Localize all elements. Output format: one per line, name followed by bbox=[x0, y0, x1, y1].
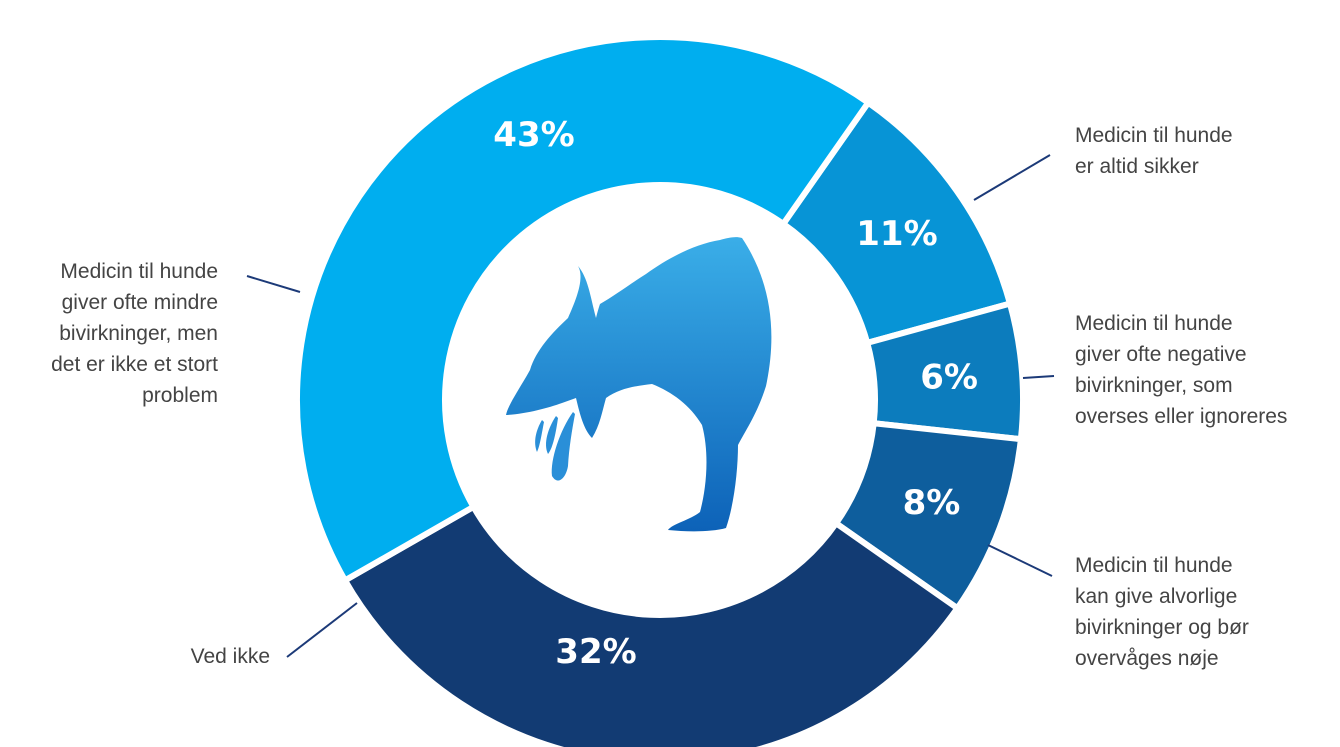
category-label-line: kan give alvorlige bbox=[1075, 585, 1237, 608]
category-label-line: det er ikke et stort bbox=[51, 353, 218, 376]
leader-line-4 bbox=[286, 602, 358, 658]
category-label-line: Medicin til hunde bbox=[60, 260, 218, 283]
category-label-line: problem bbox=[142, 384, 218, 407]
category-label-4: Ved ikke bbox=[191, 645, 270, 668]
category-label-line: bivirkninger, men bbox=[59, 322, 218, 345]
leader-line-2 bbox=[1022, 375, 1055, 379]
slice-value-label-1: 11% bbox=[856, 214, 937, 254]
category-label-line: bivirkninger, som bbox=[1075, 374, 1233, 397]
donut-slice-0 bbox=[294, 34, 873, 585]
category-label-line: giver ofte mindre bbox=[62, 291, 218, 314]
vomiting-dog-icon bbox=[506, 237, 772, 532]
leader-line-1 bbox=[973, 154, 1051, 201]
category-label-line: overvåges nøje bbox=[1075, 647, 1219, 670]
category-label-line: Ved ikke bbox=[191, 645, 270, 668]
category-label-line: giver ofte negative bbox=[1075, 343, 1247, 366]
donut-slice-4 bbox=[340, 502, 962, 747]
category-label-line: er altid sikker bbox=[1075, 155, 1199, 178]
slice-value-label-4: 32% bbox=[555, 632, 636, 672]
category-label-2: Medicin til hunde giver ofte negative bivi… bbox=[1075, 312, 1287, 428]
category-label-line: overses eller ignoreres bbox=[1075, 405, 1287, 428]
category-label-line: bivirkninger og bør bbox=[1075, 616, 1249, 639]
category-label-line: Medicin til hunde bbox=[1075, 312, 1233, 335]
category-label-3: Medicin til hunde kan give alvorlige bivir… bbox=[1075, 554, 1249, 670]
category-label-1: Medicin til hunde er altid sikker bbox=[1075, 124, 1233, 178]
leader-line-3 bbox=[987, 544, 1053, 577]
category-label-0: Medicin til hunde giver ofte mindre bivirk… bbox=[51, 260, 218, 407]
slice-value-label-2: 6% bbox=[920, 358, 978, 398]
category-label-line: Medicin til hunde bbox=[1075, 554, 1233, 577]
slice-value-label-3: 8% bbox=[903, 483, 961, 523]
slice-value-label-0: 43% bbox=[493, 115, 574, 155]
leader-line-0 bbox=[246, 275, 301, 293]
category-label-line: Medicin til hunde bbox=[1075, 124, 1233, 147]
